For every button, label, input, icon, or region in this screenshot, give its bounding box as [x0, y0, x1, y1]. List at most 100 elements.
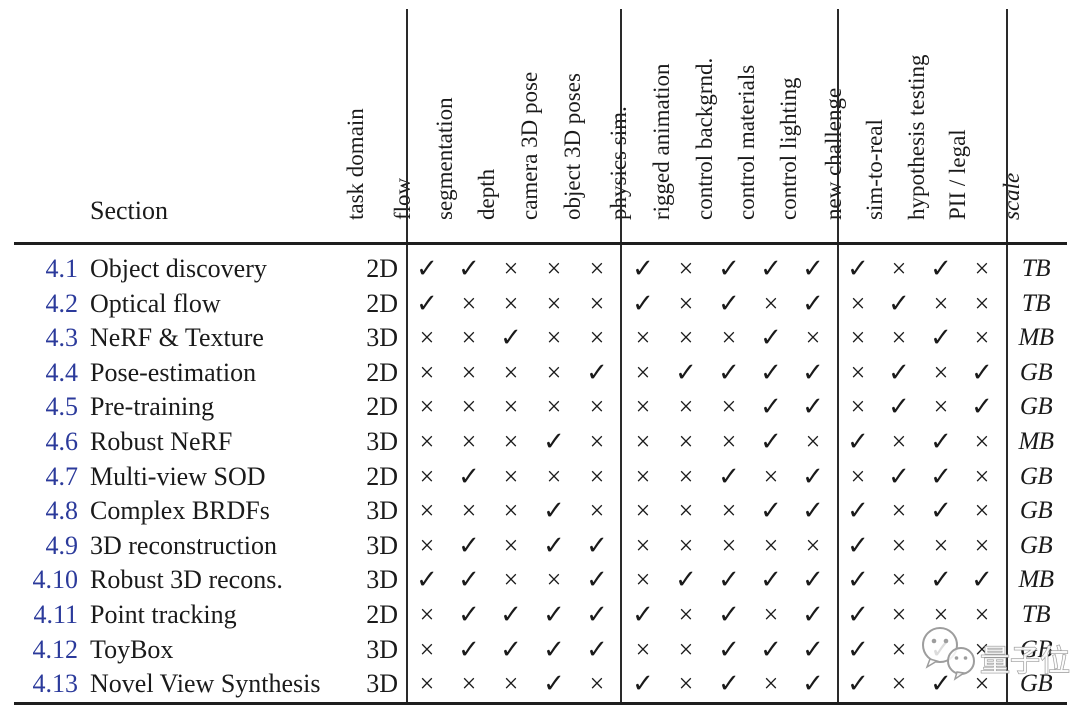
task-domain-value: 3D	[366, 634, 398, 664]
column-header: camera 3D pose	[517, 71, 542, 220]
check-mark: ✓	[718, 461, 740, 491]
check-mark: ✓	[802, 496, 824, 526]
scale-value: TB	[1021, 289, 1051, 317]
section-number-link[interactable]: 4.9	[45, 530, 79, 560]
check-mark: ✓	[802, 634, 824, 664]
cross-mark: ×	[589, 669, 605, 699]
check-mark: ✓	[632, 669, 654, 699]
section-number-link[interactable]: 4.1	[45, 254, 79, 283]
column-group-divider	[837, 9, 839, 703]
cross-mark: ×	[933, 530, 949, 560]
check-mark: ✓	[930, 496, 952, 526]
cross-mark: ×	[891, 496, 907, 526]
table-row: 4.1 Object discovery 2D TB ✓ ✓ × × × ✓ × ✓ ✓ ✓ ✓ × ✓…	[0, 251, 1080, 286]
cross-mark: ×	[546, 288, 562, 318]
cross-mark: ×	[974, 496, 990, 526]
check-mark: ✓	[416, 254, 438, 283]
column-header: rigged animation	[649, 63, 674, 221]
section-column-header: Section	[90, 196, 168, 225]
check-mark: ✓	[847, 254, 869, 283]
section-title: Pre-training	[90, 392, 215, 422]
task-domain-value: 3D	[366, 530, 398, 560]
scale-value: GB	[1019, 531, 1053, 559]
section-number-link[interactable]: 4.7	[45, 461, 79, 491]
column-header: control materials	[734, 64, 759, 220]
section-number-link[interactable]: 4.4	[45, 357, 79, 387]
cross-mark: ×	[503, 565, 519, 595]
task-domain-value: 3D	[366, 427, 398, 456]
table-rule-bottom	[14, 702, 1067, 705]
check-mark: ✓	[760, 254, 782, 283]
cross-mark: ×	[635, 496, 651, 526]
cross-mark: ×	[933, 392, 949, 422]
check-mark: ✓	[586, 634, 608, 664]
check-mark: ✓	[458, 565, 480, 595]
table-row: 4.3 NeRF & Texture 3D MB × × ✓ × × × × × ✓ × × × ✓ ×	[0, 320, 1080, 355]
task-domain-value: 3D	[366, 669, 398, 699]
cross-mark: ×	[721, 323, 737, 353]
cross-mark: ×	[546, 323, 562, 353]
check-mark: ✓	[632, 254, 654, 283]
cross-mark: ×	[721, 530, 737, 560]
check-mark: ✓	[500, 600, 522, 629]
task-domain-value: 2D	[366, 600, 398, 629]
section-title: Object discovery	[90, 254, 267, 283]
cross-mark: ×	[891, 565, 907, 595]
cross-mark: ×	[589, 323, 605, 353]
cross-mark: ×	[635, 323, 651, 353]
table-row: 4.8 Complex BRDFs 3D GB × × × ✓ × × × × ✓ ✓ ✓ × ✓ ×	[0, 493, 1080, 528]
cross-mark: ×	[461, 496, 477, 526]
section-title: 3D reconstruction	[90, 530, 278, 560]
section-number-link[interactable]: 4.2	[45, 288, 79, 318]
check-mark: ✓	[930, 461, 952, 491]
section-number-link[interactable]: 4.5	[45, 392, 79, 422]
cross-mark: ×	[721, 392, 737, 422]
task-domain-value: 2D	[366, 392, 398, 422]
check-mark: ✓	[802, 565, 824, 595]
cross-mark: ×	[805, 530, 821, 560]
cross-mark: ×	[461, 427, 477, 456]
check-mark: ✓	[760, 392, 782, 422]
section-number-link[interactable]: 4.6	[45, 427, 79, 456]
cross-mark: ×	[974, 634, 990, 664]
section-number-link[interactable]: 4.11	[33, 600, 78, 629]
cross-mark: ×	[763, 530, 779, 560]
check-mark: ✓	[458, 461, 480, 491]
check-mark: ✓	[847, 634, 869, 664]
check-mark: ✓	[802, 669, 824, 699]
cross-mark: ×	[850, 288, 866, 318]
check-mark: ✓	[971, 357, 993, 387]
section-number-link[interactable]: 4.12	[32, 634, 79, 664]
cross-mark: ×	[850, 461, 866, 491]
section-title: Multi-view SOD	[90, 461, 266, 491]
cross-mark: ×	[933, 357, 949, 387]
check-mark: ✓	[718, 254, 740, 283]
section-number-link[interactable]: 4.8	[45, 496, 79, 526]
task-domain-value: 3D	[366, 323, 398, 353]
cross-mark: ×	[461, 323, 477, 353]
check-mark: ✓	[632, 600, 654, 629]
check-mark: ✓	[888, 392, 910, 422]
scale-value: GB	[1019, 462, 1053, 490]
cross-mark: ×	[850, 392, 866, 422]
table-row: 4.6 Robust NeRF 3D MB × × × ✓ × × × × ✓ × ✓ × ✓ ×	[0, 424, 1080, 459]
cross-mark: ×	[891, 323, 907, 353]
cross-mark: ×	[419, 323, 435, 353]
section-number-link[interactable]: 4.10	[32, 565, 79, 595]
check-mark: ✓	[543, 530, 565, 560]
section-number-link[interactable]: 4.3	[45, 323, 79, 353]
check-mark: ✓	[847, 496, 869, 526]
task-domain-value: 2D	[366, 288, 398, 318]
table-row: 4.12 ToyBox 3D GB × ✓ ✓ ✓ ✓ × × ✓ ✓ ✓ ✓ × ✓ ×	[0, 632, 1080, 667]
cross-mark: ×	[678, 254, 694, 283]
table-row: 4.9 3D reconstruction 3D GB × ✓ × ✓ ✓ × × × × × ✓ ×…	[0, 528, 1080, 563]
scale-value: GB	[1019, 635, 1053, 663]
column-group-divider	[406, 9, 408, 703]
cross-mark: ×	[503, 288, 519, 318]
section-number-link[interactable]: 4.13	[32, 669, 79, 699]
cross-mark: ×	[503, 254, 519, 283]
check-mark: ✓	[760, 634, 782, 664]
cross-mark: ×	[763, 669, 779, 699]
cross-mark: ×	[635, 357, 651, 387]
